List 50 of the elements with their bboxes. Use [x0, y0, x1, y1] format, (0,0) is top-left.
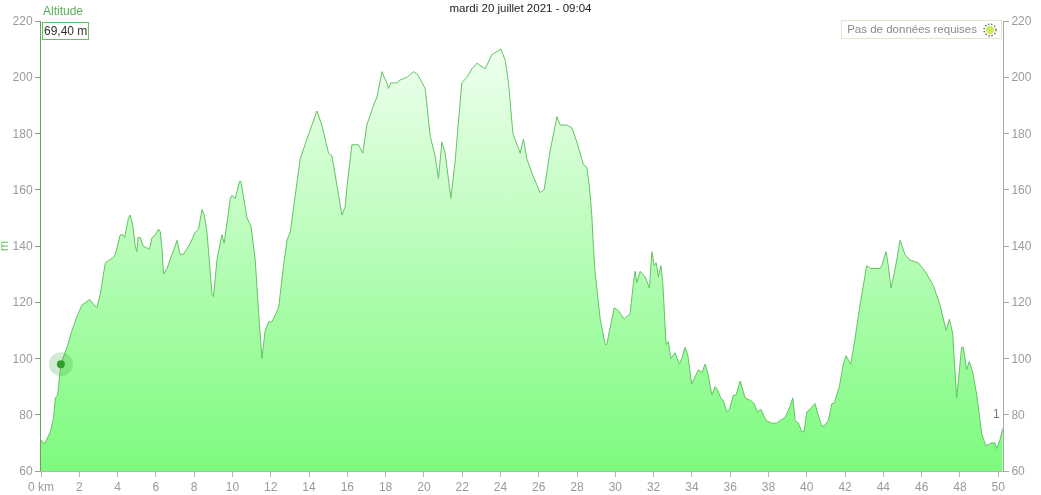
x-tick-label: 0 km	[27, 480, 55, 495]
y2-tick-label: 80	[1011, 407, 1026, 422]
x-tick-label: 46	[914, 480, 929, 495]
x-tick-label: 30	[608, 480, 623, 495]
text: Altitude	[43, 4, 84, 18]
y2-tick-label: 100	[1011, 351, 1032, 366]
y-tick-label: 80	[19, 407, 33, 422]
x-tick-label: 42	[838, 480, 853, 495]
x-tick-label: 26	[532, 480, 546, 495]
x-tick-label: 48	[953, 480, 967, 495]
x-tick-label: 50	[991, 480, 1006, 495]
y-tick-label: 200	[12, 70, 33, 85]
x-tick-label: 20	[417, 480, 431, 495]
y2-tick-label: 140	[1011, 239, 1032, 254]
x-tick-label: 12	[264, 480, 278, 495]
y2-tick-label: 180	[1011, 126, 1032, 141]
chart-title: mardi 20 juillet 2021 - 09:04	[449, 2, 593, 15]
y-tick-label: 100	[12, 351, 33, 366]
x-tick-label: 36	[723, 480, 738, 495]
y2-tick-label: 120	[1011, 295, 1032, 310]
y-tick-label: 60	[19, 464, 33, 479]
x-tick-label: 22	[455, 480, 470, 495]
annotation: Pas de données requises	[847, 22, 977, 37]
y-tick-label: 220	[12, 14, 33, 29]
y-tick-label: 120	[12, 295, 33, 310]
x-tick-label: 44	[876, 480, 891, 495]
x-tick-label: 40	[800, 480, 814, 495]
annotation: 69,40 m	[44, 24, 88, 38]
y-tick-label: 140	[12, 239, 33, 254]
x-tick-label: 32	[646, 480, 661, 495]
annotation: 1	[993, 407, 1000, 421]
y2-tick-label: 220	[1011, 14, 1032, 29]
x-tick-label: 16	[340, 480, 355, 495]
x-tick-label: 28	[570, 480, 585, 495]
x-tick-label: 2	[75, 480, 83, 495]
y-axis-title: m	[0, 241, 11, 251]
x-tick-label: 24	[493, 480, 508, 495]
y2-tick-label: 160	[1011, 182, 1032, 197]
y-tick-label: 180	[12, 126, 33, 141]
x-tick-label: 10	[225, 480, 240, 495]
x-tick-label: 6	[152, 480, 160, 495]
y2-tick-label: 60	[1011, 464, 1026, 479]
x-tick-label: 4	[114, 480, 122, 495]
x-tick-label: 8	[190, 480, 198, 495]
x-tick-label: 34	[685, 480, 699, 495]
y2-tick-label: 200	[1011, 70, 1032, 85]
y-tick-label: 160	[12, 182, 33, 197]
x-tick-label: 14	[302, 480, 317, 495]
x-tick-label: 38	[761, 480, 776, 495]
x-tick-label: 18	[378, 480, 393, 495]
